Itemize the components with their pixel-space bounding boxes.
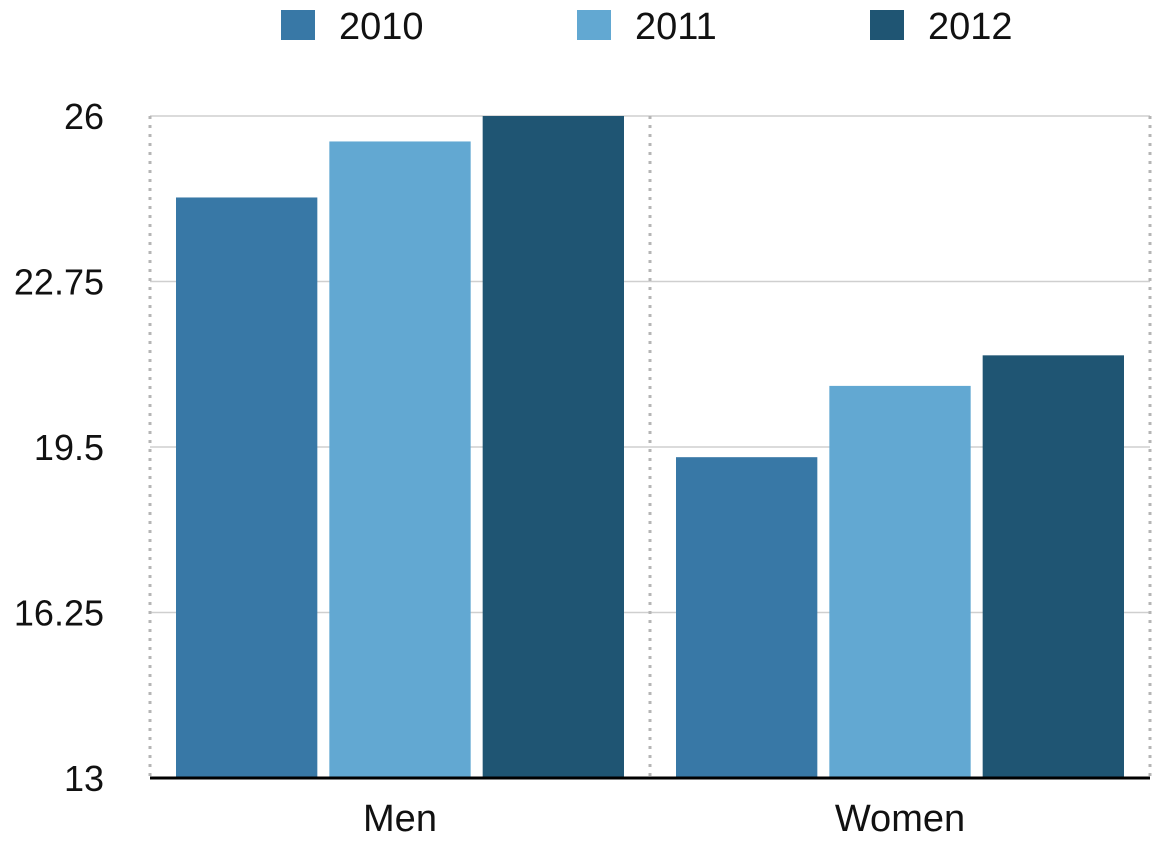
legend-label-2010: 2010 [339,6,424,48]
bar-men-2010 [176,197,318,778]
x-category-label: Men [363,798,437,840]
bar-men-2012 [482,116,624,778]
y-tick-label: 16.25 [14,593,104,634]
legend-swatch-2012 [870,10,904,40]
bar-women-2011 [829,385,971,778]
legend-swatch-2011 [577,10,611,40]
y-tick-label: 22.75 [14,262,104,303]
bar-men-2011 [329,141,471,778]
bar-women-2010 [676,457,818,778]
axes: 13 16.25 19.5 22.75 26 Men Women [14,96,1150,840]
y-tick-label: 13 [64,758,104,799]
legend-swatch-2010 [281,10,315,40]
x-category-label: Women [835,798,965,840]
legend-label-2011: 2011 [635,6,717,48]
legend-label-2012: 2012 [928,6,1013,48]
bars [176,116,1124,778]
bar-women-2012 [982,355,1124,778]
y-tick-label: 19.5 [34,427,104,468]
legend: 2010 2011 2012 [281,6,1013,48]
y-tick-label: 26 [64,96,104,137]
